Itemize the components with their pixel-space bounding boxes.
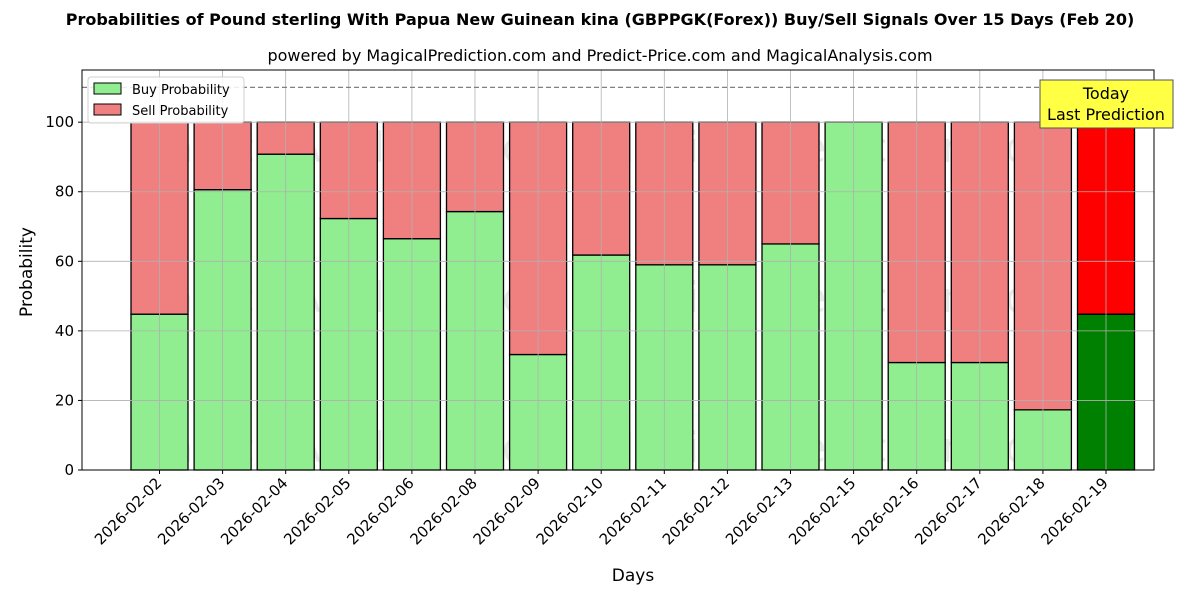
chart-subtitle: powered by MagicalPrediction.com and Pre… xyxy=(267,46,933,65)
x-axis-label: Days xyxy=(612,566,655,586)
y-tick-label: 100 xyxy=(45,113,74,131)
legend-sell-swatch xyxy=(93,103,122,116)
legend-buy-swatch xyxy=(93,82,122,95)
legend xyxy=(87,76,245,124)
y-axis-label: Probability xyxy=(17,227,37,317)
x-tick-label: 2026-02-15 xyxy=(785,474,859,548)
x-tick-label: 2026-02-18 xyxy=(974,474,1048,548)
chart-title: Probabilities of Pound sterling With Pap… xyxy=(65,10,1135,29)
x-tick-label: 2026-02-12 xyxy=(659,474,733,548)
annotation-line1: Today xyxy=(1082,84,1129,103)
x-tick-label: 2026-02-06 xyxy=(343,474,417,548)
x-tick-label: 2026-02-16 xyxy=(848,474,922,548)
x-tick-label: 2026-02-10 xyxy=(533,474,607,548)
x-tick-label: 2026-02-19 xyxy=(1037,474,1111,548)
y-tick-label: 40 xyxy=(55,322,74,340)
today-annotation xyxy=(1039,79,1174,129)
y-tick-label: 0 xyxy=(64,461,74,479)
x-tick-label: 2026-02-13 xyxy=(722,474,796,548)
y-tick-label: 80 xyxy=(55,183,74,201)
x-tick-label: 2026-02-08 xyxy=(406,474,480,548)
x-tick-label: 2026-02-05 xyxy=(280,474,354,548)
annotation-line2: Last Prediction xyxy=(1047,105,1165,124)
legend-buy-label: Buy Probability xyxy=(132,83,230,98)
x-tick-label: 2026-02-02 xyxy=(91,474,165,548)
y-tick-label: 60 xyxy=(55,252,74,270)
legend-sell-label: Sell Probability xyxy=(132,104,229,119)
x-tick-label: 2026-02-09 xyxy=(470,474,544,548)
x-tick-label: 2026-02-17 xyxy=(911,474,985,548)
axes-frame xyxy=(81,69,1155,471)
x-tick-label: 2026-02-04 xyxy=(217,474,291,548)
x-tick-label: 2026-02-03 xyxy=(154,474,228,548)
y-tick-label: 20 xyxy=(55,391,74,409)
x-tick-label: 2026-02-11 xyxy=(596,474,670,548)
